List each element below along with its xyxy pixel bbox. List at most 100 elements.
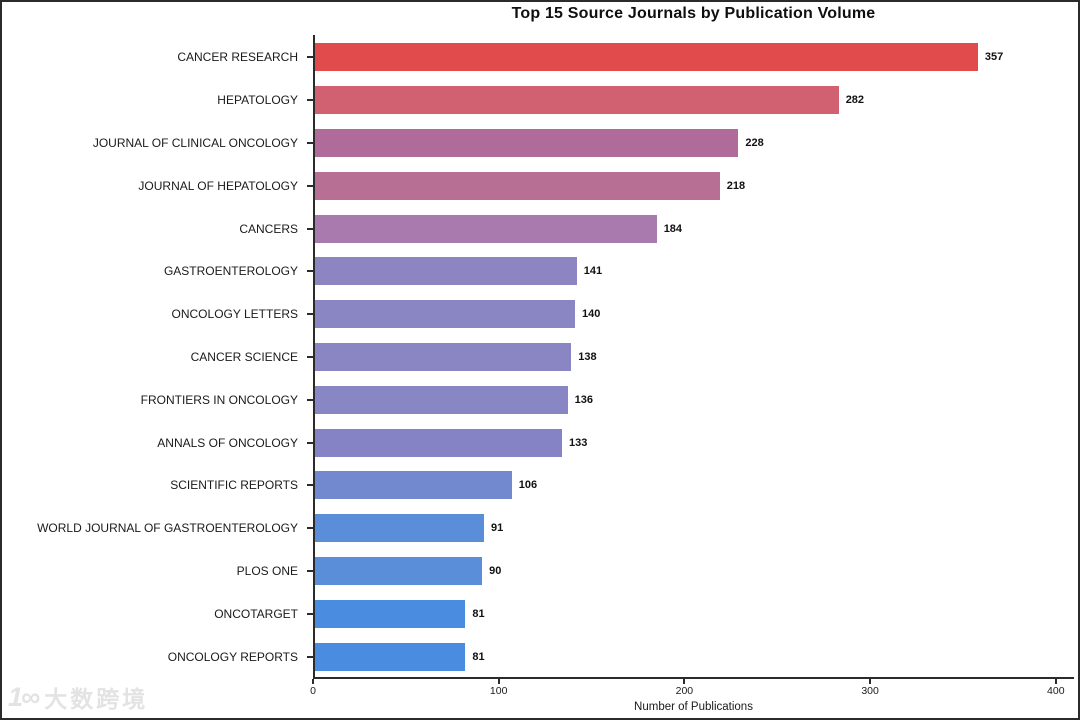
x-axis-tick: [869, 679, 872, 684]
bar: [315, 171, 720, 200]
bar-row: HEPATOLOGY 282: [2, 79, 1074, 122]
x-axis-tick-label: 300: [861, 685, 879, 697]
x-axis-tick: [312, 679, 314, 684]
category-label: SCIENTIFIC REPORTS: [170, 478, 298, 493]
bar-zone: 90: [313, 556, 1074, 585]
watermark-100-logo-icon: 1∞: [8, 681, 40, 712]
bar-row: WORLD JOURNAL OF GASTROENTEROLOGY 91: [2, 507, 1074, 550]
category-label: CANCER SCIENCE: [190, 349, 298, 364]
chart-title: Top 15 Source Journals by Publication Vo…: [511, 5, 876, 22]
bar: [315, 642, 466, 671]
bar-row: CANCER RESEARCH 357: [2, 36, 1074, 79]
category-label: ONCOLOGY REPORTS: [167, 649, 298, 664]
x-axis-tick-label: 200: [675, 685, 694, 697]
x-axis-tick: [1054, 679, 1057, 684]
y-axis-tick: [307, 441, 313, 444]
x-axis-tick-label: 0: [310, 685, 316, 697]
bar: [315, 300, 575, 329]
bar-zone: 228: [313, 128, 1074, 157]
category-label: PLOS ONE: [236, 563, 298, 578]
y-axis-tick: [307, 655, 313, 658]
value-label: 184: [663, 222, 683, 235]
value-label: 81: [472, 607, 485, 620]
bar-row: ANNALS OF ONCOLOGY 133: [2, 421, 1074, 464]
bar-zone: 357: [313, 43, 1074, 72]
category-label: CANCERS: [239, 221, 298, 236]
value-label: 133: [569, 436, 588, 449]
bar-zone: 184: [313, 214, 1074, 243]
bar: [315, 556, 483, 585]
category-label: ANNALS OF ONCOLOGY: [157, 435, 298, 450]
y-axis-tick: [307, 569, 313, 572]
y-axis-tick: [307, 313, 313, 316]
bar-row: GASTROENTEROLOGY 141: [2, 250, 1074, 293]
category-label: ONCOTARGET: [214, 606, 298, 621]
bar-zone: 136: [313, 385, 1074, 414]
category-label: HEPATOLOGY: [217, 93, 298, 108]
x-axis-tick-label: 400: [1047, 685, 1065, 697]
bar: [315, 257, 577, 286]
bar-zone: 140: [313, 300, 1074, 329]
value-label: 357: [984, 51, 1004, 64]
value-label: 106: [518, 479, 538, 492]
bar-row: CANCERS 184: [2, 207, 1074, 250]
bar: [315, 514, 484, 543]
bar-row: ONCOLOGY REPORTS 81: [2, 635, 1074, 678]
bar-zone: 282: [313, 86, 1074, 115]
category-label: ONCOLOGY LETTERS: [171, 307, 298, 322]
value-label: 91: [491, 522, 504, 535]
watermark-text: 大数跨境: [44, 686, 149, 712]
bar: [315, 385, 568, 414]
bar-zone: 91: [313, 514, 1074, 543]
bar-zone: 106: [313, 471, 1074, 500]
category-label: FRONTIERS IN ONCOLOGY: [140, 392, 298, 407]
bar-row: FRONTIERS IN ONCOLOGY 136: [2, 378, 1074, 421]
bar: [315, 86, 839, 115]
bar: [315, 471, 512, 500]
y-axis-tick: [307, 270, 313, 273]
bar-zone: 133: [313, 428, 1074, 457]
value-label: 141: [583, 265, 603, 278]
x-axis-line: [313, 677, 1074, 679]
category-label: WORLD JOURNAL OF GASTROENTEROLOGY: [37, 521, 298, 536]
y-axis-tick: [307, 355, 313, 358]
value-label: 138: [578, 350, 597, 363]
y-axis-tick: [307, 398, 313, 401]
bar-zone: 138: [313, 342, 1074, 371]
category-label: GASTROENTEROLOGY: [163, 264, 298, 279]
category-label: JOURNAL OF CLINICAL ONCOLOGY: [92, 135, 298, 150]
value-label: 90: [489, 564, 502, 577]
value-label: 228: [745, 136, 764, 149]
x-axis-label: Number of Publications: [634, 701, 753, 713]
bars-area: CANCER RESEARCH 357 HEPATOLOGY 282 JOURNAL O…: [2, 36, 1074, 678]
y-axis-tick: [307, 227, 313, 230]
y-axis-tick: [307, 141, 313, 144]
bar-row: JOURNAL OF CLINICAL ONCOLOGY 228: [2, 122, 1074, 165]
y-axis-tick: [307, 612, 313, 615]
bar-row: PLOS ONE 90: [2, 550, 1074, 593]
y-axis-line: [313, 35, 315, 679]
x-axis-tick: [497, 679, 500, 684]
bar: [315, 43, 978, 72]
category-label: JOURNAL OF HEPATOLOGY: [138, 178, 298, 193]
bar: [315, 214, 657, 243]
bar: [315, 428, 562, 457]
bar-row: CANCER SCIENCE 138: [2, 336, 1074, 379]
x-axis-tick: [683, 679, 686, 684]
y-axis-tick: [307, 99, 313, 102]
bar-zone: 81: [313, 642, 1074, 671]
x-axis-tick-label: 100: [489, 685, 508, 697]
bar-zone: 218: [313, 171, 1074, 200]
category-label: CANCER RESEARCH: [177, 50, 298, 65]
y-axis-tick: [307, 484, 313, 487]
bar-zone: 141: [313, 257, 1074, 286]
bar: [315, 128, 739, 157]
watermark: 1∞ 大数跨境: [8, 680, 148, 714]
value-label: 282: [845, 94, 865, 107]
bar-zone: 81: [313, 599, 1074, 628]
value-label: 136: [574, 393, 593, 406]
value-label: 140: [582, 308, 601, 321]
bar-row: JOURNAL OF HEPATOLOGY 218: [2, 164, 1074, 207]
bar-row: SCIENTIFIC REPORTS 106: [2, 464, 1074, 507]
y-axis-tick: [307, 56, 313, 59]
